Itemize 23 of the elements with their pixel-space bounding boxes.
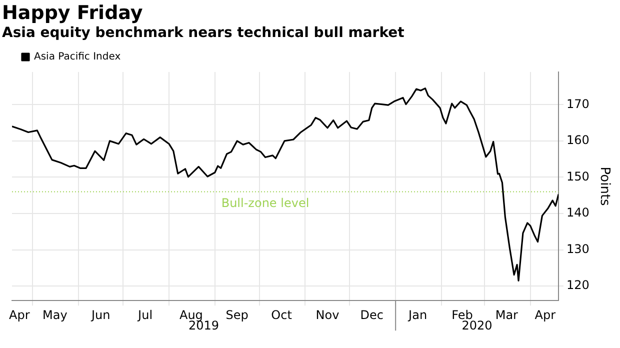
x-tick-label: Nov <box>316 308 340 322</box>
y-tick-label: 140 <box>566 206 590 220</box>
x-tick-label: Jul <box>137 308 153 322</box>
x-tick-label: Aug <box>179 308 203 322</box>
legend-label: Asia Pacific Index <box>34 52 121 63</box>
x-tick-label: Mar <box>495 308 518 322</box>
y-tick-label: 120 <box>566 278 590 292</box>
y-tick-label: 130 <box>566 242 590 256</box>
x-tick-label: Apr <box>9 308 30 322</box>
chart-title: Happy Friday <box>2 2 144 24</box>
chart-subtitle: Asia equity benchmark nears technical bull market <box>2 24 406 42</box>
x-tick-label: Jun <box>90 308 110 322</box>
x-tick-label: Jan <box>408 308 428 322</box>
y-tick-label: 160 <box>566 133 590 148</box>
y-tick-label: 150 <box>566 169 590 184</box>
x-tick-label: May <box>42 308 68 322</box>
x-tick-label: Oct <box>271 308 292 322</box>
x-tick-label: Sep <box>226 308 248 322</box>
x-tick-label: Dec <box>360 308 384 322</box>
x-tick-label: Apr <box>534 308 556 322</box>
ref-line-label: Bull-zone level <box>221 196 310 210</box>
y-tick-label: 170 <box>566 96 590 111</box>
y-axis-title: Points <box>596 166 612 206</box>
